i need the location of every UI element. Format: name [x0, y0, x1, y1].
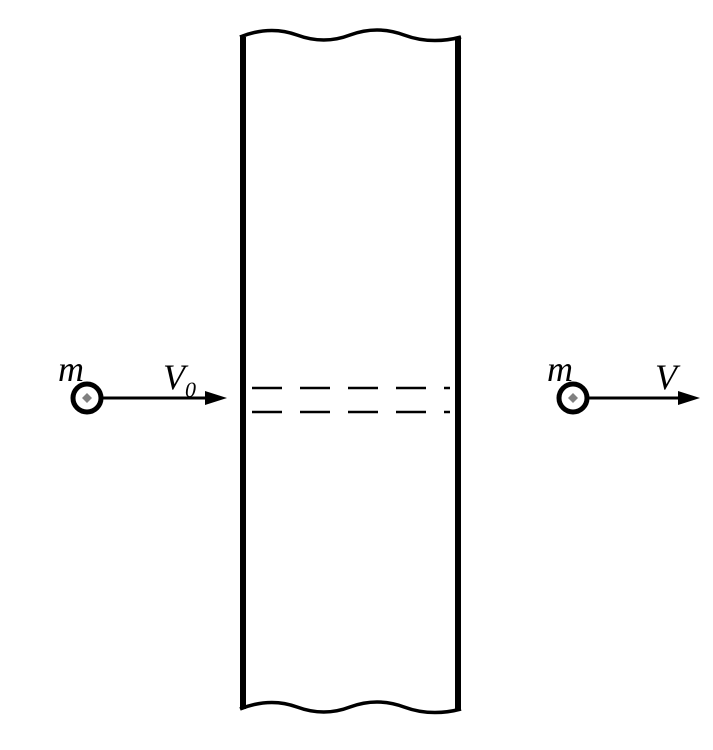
label-m-right: m: [547, 348, 573, 390]
label-v0: V0: [163, 356, 196, 403]
arrow-left-head: [205, 391, 227, 405]
label-v0-main: V: [163, 357, 185, 397]
diagram-svg: [0, 0, 713, 745]
wall-bottom-wavy: [240, 702, 461, 713]
label-m-left-text: m: [58, 349, 84, 389]
wall-top-wavy: [240, 30, 461, 41]
label-v-text: V: [655, 357, 677, 397]
physics-diagram: m V0 m V: [0, 0, 713, 745]
arrow-right-head: [678, 391, 700, 405]
label-m-right-text: m: [547, 349, 573, 389]
ball-left-inner: [82, 393, 92, 403]
label-v: V: [655, 356, 677, 398]
label-m-left: m: [58, 348, 84, 390]
label-v0-sub: 0: [185, 377, 196, 402]
ball-right-inner: [568, 393, 578, 403]
